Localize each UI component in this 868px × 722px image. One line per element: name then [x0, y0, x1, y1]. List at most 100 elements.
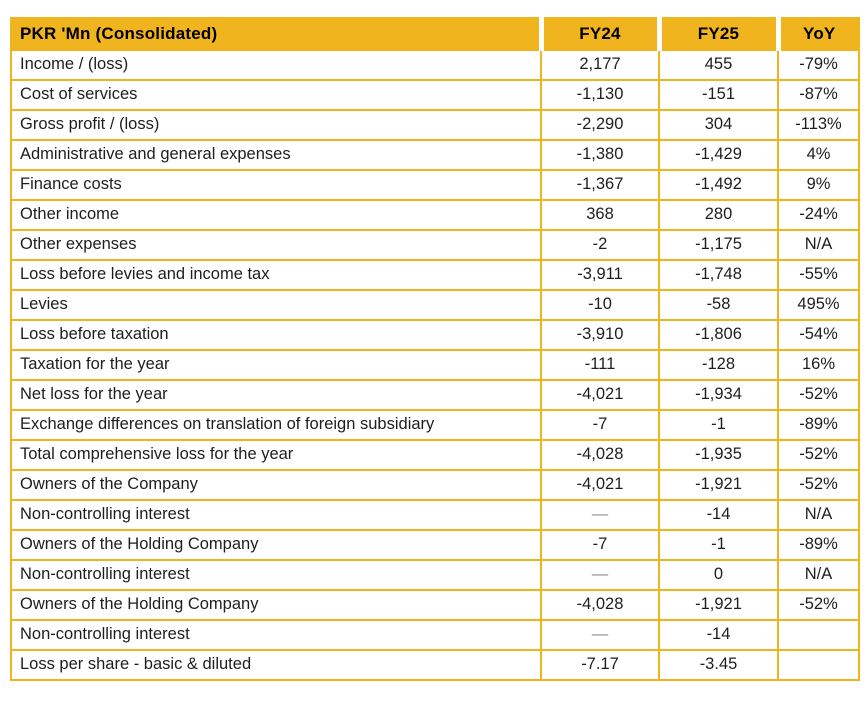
fy25-value-text: 0: [713, 565, 724, 584]
yoy-value: -89%: [777, 409, 860, 441]
fy24-value-text: 2,177: [579, 55, 621, 74]
fy25-value-text: -1,921: [695, 595, 742, 614]
fy25-value-text: 455: [704, 55, 733, 74]
yoy-value: 9%: [777, 169, 860, 201]
fy24-value: -4,028: [540, 589, 660, 621]
row-label: Finance costs: [10, 169, 542, 201]
yoy-value-text: -54%: [799, 325, 838, 344]
table-row: Loss per share - basic & diluted -7.17 -3.…: [10, 649, 860, 681]
yoy-value: -52%: [777, 379, 860, 411]
fy24-value: -1,380: [540, 139, 660, 171]
row-label-text: Levies: [20, 295, 68, 314]
row-label: Owners of the Company: [10, 469, 542, 501]
fy24-value-text: -1,380: [576, 145, 624, 164]
yoy-value: -55%: [777, 259, 860, 291]
yoy-value-text: 9%: [806, 175, 831, 194]
fy25-value: -128: [658, 349, 779, 381]
column-header-fy24: FY24: [538, 17, 662, 51]
row-label-text: Taxation for the year: [20, 355, 170, 374]
yoy-value-text: -52%: [799, 595, 838, 614]
fy24-value-text: 368: [586, 205, 614, 224]
fy24-value: 2,177: [540, 49, 660, 81]
table-row: Exchange differences on translation of f…: [10, 409, 860, 441]
column-header-title: PKR 'Mn (Consolidated): [10, 17, 544, 51]
fy25-value-text: -1,935: [695, 445, 742, 464]
yoy-value-text: -52%: [799, 385, 838, 404]
fy25-value: -1: [658, 409, 779, 441]
yoy-value: -52%: [777, 469, 860, 501]
row-label-text: Total comprehensive loss for the year: [20, 445, 294, 464]
yoy-value-text: -89%: [799, 535, 838, 554]
yoy-value-text: -87%: [799, 85, 838, 104]
yoy-value-text: -55%: [799, 265, 838, 284]
yoy-value-text: N/A: [804, 565, 833, 584]
row-label-text: Loss before taxation: [20, 325, 169, 344]
fy24-value: -7: [540, 409, 660, 441]
row-label: Non-controlling interest: [10, 499, 542, 531]
fy24-value: -10: [540, 289, 660, 321]
fy24-value: -2,290: [540, 109, 660, 141]
row-label: Administrative and general expenses: [10, 139, 542, 171]
yoy-value: -113%: [777, 109, 860, 141]
fy24-value: -1,130: [540, 79, 660, 111]
yoy-value: -52%: [777, 589, 860, 621]
row-label: Owners of the Holding Company: [10, 589, 542, 621]
table-row: Loss before levies and income tax -3,911 -…: [10, 259, 860, 291]
yoy-value: -24%: [777, 199, 860, 231]
fy25-value-text: -1,748: [695, 265, 742, 284]
fy24-value-text: -1,367: [576, 175, 624, 194]
fy24-value-text: -7: [592, 415, 608, 434]
fy25-value: -1,921: [658, 589, 779, 621]
fy25-value: -1,429: [658, 139, 779, 171]
row-label-text: Owners of the Holding Company: [20, 535, 259, 554]
table-row: Other income 368 280 -24%: [10, 199, 860, 231]
header-row: PKR 'Mn (Consolidated) FY24 FY25 YoY: [10, 17, 860, 51]
fy25-value: 280: [658, 199, 779, 231]
fy25-value-text: -1,921: [695, 475, 742, 494]
fy25-value-text: -1: [711, 415, 726, 434]
fy25-value: -14: [658, 499, 779, 531]
fy24-value-text: -2,290: [576, 115, 624, 134]
row-label-text: Loss before levies and income tax: [20, 265, 270, 284]
row-label-text: Administrative and general expenses: [20, 145, 291, 164]
fy24-value-text: -111: [584, 355, 616, 374]
fy24-value: -7.17: [540, 649, 660, 681]
fy24-value: —: [540, 619, 660, 651]
row-label: Owners of the Holding Company: [10, 529, 542, 561]
yoy-value: -89%: [777, 529, 860, 561]
column-header-fy25: FY25: [656, 17, 781, 51]
fy25-value: 304: [658, 109, 779, 141]
fy24-value: -4,021: [540, 379, 660, 411]
fy24-value: 368: [540, 199, 660, 231]
fy25-value-text: -3.45: [699, 655, 738, 674]
row-label-text: Non-controlling interest: [20, 625, 190, 644]
row-label: Levies: [10, 289, 542, 321]
fy25-value-text: -151: [701, 85, 736, 104]
yoy-value: -87%: [777, 79, 860, 111]
fy25-value: -14: [658, 619, 779, 651]
row-label: Loss before levies and income tax: [10, 259, 542, 291]
table-row: Non-controlling interest — -14: [10, 619, 860, 651]
row-label: Other expenses: [10, 229, 542, 261]
table-row: Gross profit / (loss) -2,290 304 -113%: [10, 109, 860, 141]
row-label: Total comprehensive loss for the year: [10, 439, 542, 471]
row-label-text: Non-controlling interest: [20, 565, 190, 584]
fy25-value-text: -1,492: [695, 175, 742, 194]
column-header-yoy: YoY: [775, 17, 860, 51]
fy24-value-text: -2: [592, 235, 608, 254]
table-row: Levies -10 -58 495%: [10, 289, 860, 321]
row-label: Loss before taxation: [10, 319, 542, 351]
row-label: Taxation for the year: [10, 349, 542, 381]
fy25-value-text: -1,806: [695, 325, 742, 344]
fy25-value: -58: [658, 289, 779, 321]
fy25-value: -1,492: [658, 169, 779, 201]
yoy-value: -79%: [777, 49, 860, 81]
yoy-value: 16%: [777, 349, 860, 381]
fy25-value: -1,935: [658, 439, 779, 471]
fy25-value: -1,175: [658, 229, 779, 261]
table-row: Total comprehensive loss for the year -4,…: [10, 439, 860, 471]
row-label: Net loss for the year: [10, 379, 542, 411]
table-row: Taxation for the year -111 -128 16%: [10, 349, 860, 381]
fy25-value-text: -14: [706, 505, 731, 524]
fy24-value: -3,911: [540, 259, 660, 291]
